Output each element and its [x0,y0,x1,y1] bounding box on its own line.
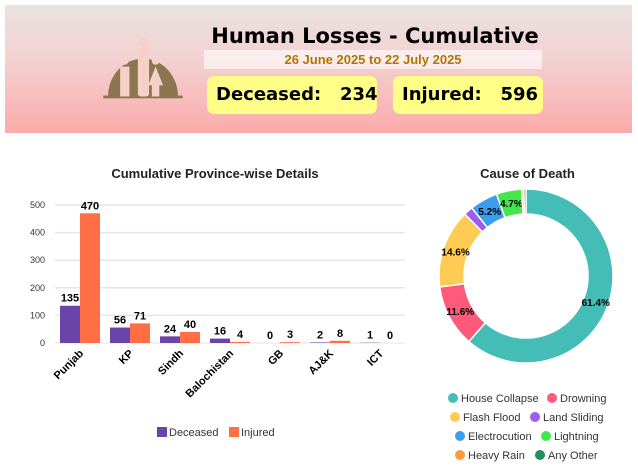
bar-injured [80,213,100,343]
legend-swatch [455,431,465,441]
data-label: 470 [81,200,99,212]
bar-deceased [210,338,230,343]
legend-label[interactable]: Drowning [560,393,606,405]
data-label: 4 [237,329,244,341]
y-tick-label: 200 [30,283,45,293]
bar-deceased [310,342,330,343]
legend-label[interactable]: Flash Flood [463,412,520,424]
data-label: 8 [337,328,343,340]
bar-deceased [60,305,80,343]
y-tick-label: 0 [40,338,45,348]
legend-label[interactable]: Land Sliding [543,412,604,424]
legend-label[interactable]: Lightning [554,431,599,443]
data-label: 40 [184,319,196,331]
data-label: 135 [61,293,79,305]
bar-injured [130,323,150,343]
bar-injured [280,342,300,343]
injured-stat: Injured: 596 [393,76,543,114]
legend-swatch [547,393,557,403]
deceased-value: 234 [340,84,378,105]
legend-label[interactable]: House Collapse [461,393,539,405]
legend-label[interactable]: Deceased [169,427,219,439]
legend-label[interactable]: Electrocution [468,431,532,443]
y-tick-label: 100 [30,310,45,320]
bar-injured [230,341,250,343]
legend-label[interactable]: Heavy Rain [468,450,525,462]
legend-swatch [530,412,540,422]
slice-label: 4.7% [500,199,523,210]
pie-slice [467,188,614,364]
pie-chart-title: Cause of Death [480,166,575,181]
data-label: 24 [164,323,177,335]
legend-swatch [455,450,465,460]
legend-swatch [229,427,239,437]
y-tick-label: 300 [30,255,45,265]
data-label: 3 [287,329,293,341]
data-label: 1 [367,330,373,342]
data-label: 2 [317,329,323,341]
injured-value: 596 [500,84,539,105]
bar-deceased [110,327,130,343]
injured-label: Injured: [402,84,482,105]
slice-label: 5.2% [478,207,501,218]
legend-swatch [448,393,458,403]
pie-slice [523,188,527,215]
legend-label[interactable]: Any Other [548,450,598,462]
slice-label: 11.6% [446,307,474,318]
bar-injured [180,331,200,343]
bar-deceased [160,336,180,343]
data-label: 56 [114,315,126,327]
y-tick-label: 500 [30,200,45,210]
bar-injured [330,340,350,343]
deceased-label: Deceased: [216,84,322,105]
data-label: 16 [214,326,226,338]
y-tick-label: 400 [30,228,45,238]
date-range: 26 June 2025 to 22 July 2025 [204,50,542,69]
bar-chart-title: Cumulative Province-wise Details [111,166,319,181]
legend-swatch [535,450,545,460]
data-label: 71 [134,310,146,322]
data-label: 0 [267,330,273,342]
legend-swatch [450,412,460,422]
family-icon [103,37,183,99]
legend-swatch [541,431,551,441]
page-title: Human Losses - Cumulative [211,24,539,48]
legend-label[interactable]: Injured [241,427,275,439]
data-label: 0 [387,330,393,342]
legend-swatch [157,427,167,437]
slice-label: 14.6% [441,248,469,259]
slice-label: 61.4% [582,298,610,309]
deceased-stat: Deceased: 234 [207,76,378,114]
